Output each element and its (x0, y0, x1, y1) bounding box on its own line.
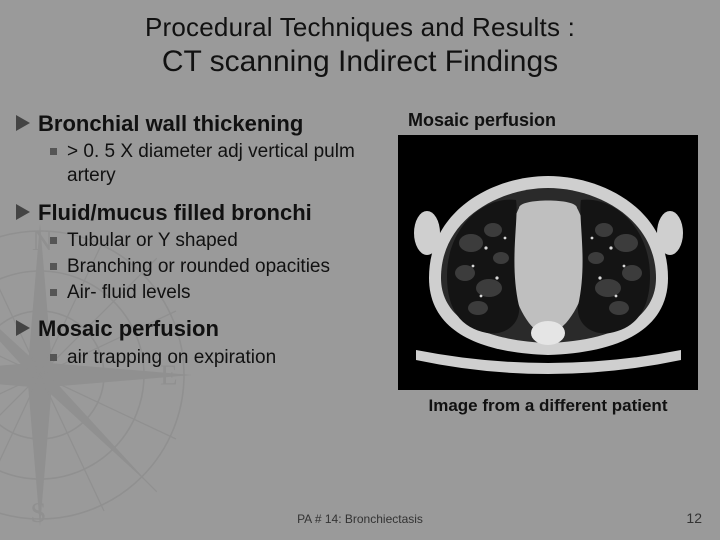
figure-area: Mosaic perfusion (398, 110, 698, 416)
sub-item: > 0. 5 X diameter adj vertical pulm arte… (50, 140, 386, 188)
sub-text: Tubular or Y shaped (67, 229, 238, 253)
slide-background: N E S W Procedural Techniques and Result… (0, 0, 720, 540)
square-icon (50, 354, 57, 361)
arrow-icon (16, 115, 30, 131)
bullet-text: Mosaic perfusion (38, 316, 219, 341)
sub-item: Branching or rounded opacities (50, 255, 386, 279)
bullet-text: Bronchial wall thickening (38, 111, 303, 136)
square-icon (50, 237, 57, 244)
sub-list-0: > 0. 5 X diameter adj vertical pulm arte… (50, 140, 386, 188)
square-icon (50, 263, 57, 270)
page-number: 12 (686, 510, 702, 526)
title-block: Procedural Techniques and Results : CT s… (0, 12, 720, 79)
sub-text: > 0. 5 X diameter adj vertical pulm arte… (67, 140, 386, 188)
sub-item: Tubular or Y shaped (50, 229, 386, 253)
sub-text: air trapping on expiration (67, 346, 276, 370)
bullet-content: Bronchial wall thickening > 0. 5 X diame… (16, 105, 386, 381)
figure-caption: Image from a different patient (398, 396, 698, 416)
bullet-text: Fluid/mucus filled bronchi (38, 200, 312, 225)
bullet-item-0: Bronchial wall thickening (16, 111, 386, 136)
ct-svg (401, 138, 696, 388)
arrow-icon (16, 320, 30, 336)
slide: N E S W Procedural Techniques and Result… (0, 0, 720, 540)
arrow-icon (16, 204, 30, 220)
square-icon (50, 289, 57, 296)
ct-image (398, 135, 698, 390)
sub-item: air trapping on expiration (50, 346, 386, 370)
bullet-item-1: Fluid/mucus filled bronchi (16, 200, 386, 225)
title-line-1: Procedural Techniques and Results : (0, 12, 720, 43)
sub-text: Branching or rounded opacities (67, 255, 330, 279)
figure-title: Mosaic perfusion (408, 110, 698, 131)
sub-list-1: Tubular or Y shaped Branching or rounded… (50, 229, 386, 304)
square-icon (50, 148, 57, 155)
footer-center: PA # 14: Bronchiectasis (0, 512, 720, 526)
sub-list-2: air trapping on expiration (50, 346, 386, 370)
sub-text: Air- fluid levels (67, 281, 191, 305)
sub-item: Air- fluid levels (50, 281, 386, 305)
title-line-2: CT scanning Indirect Findings (0, 45, 720, 79)
bullet-item-2: Mosaic perfusion (16, 316, 386, 341)
